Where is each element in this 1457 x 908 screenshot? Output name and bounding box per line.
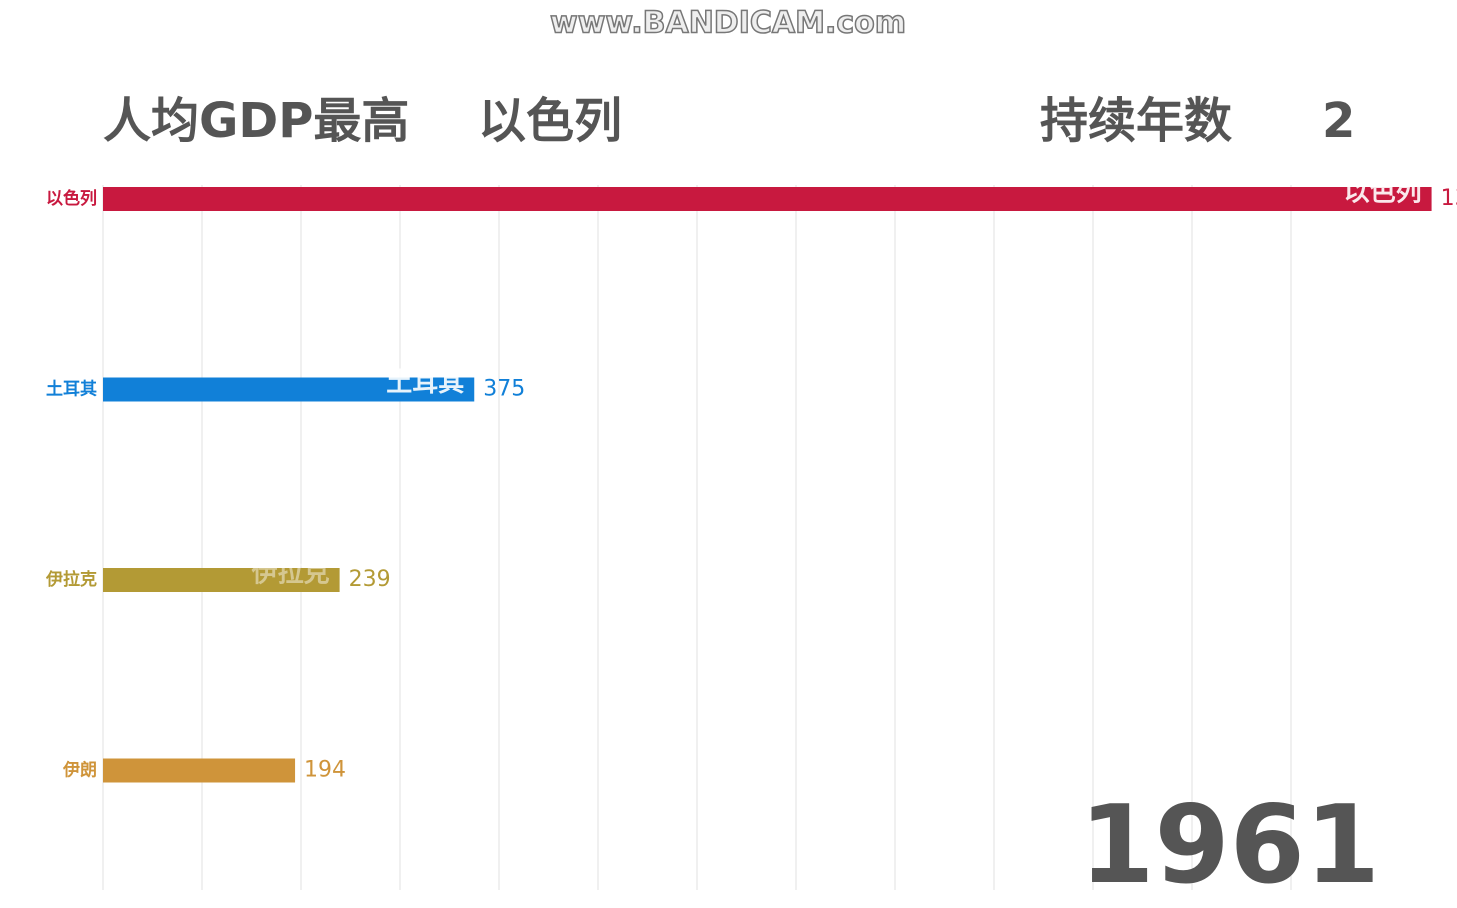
bar-inner-label: 伊拉克 [251, 558, 330, 589]
value-label: 239 [349, 567, 391, 592]
category-label: 伊拉克 [45, 569, 97, 590]
bar [103, 187, 1432, 211]
year: 1961 [1079, 783, 1380, 908]
category-label: 以色列 [46, 188, 97, 209]
chart-title: 人均GDP最高 [103, 93, 409, 149]
bar-inner-label: 以色列 [1344, 177, 1422, 208]
bar-inner-label: 土耳其 [386, 368, 464, 398]
value-label: 1342 [1441, 186, 1457, 211]
bar [103, 377, 475, 402]
category-label: 土耳其 [46, 379, 97, 400]
watermark: www.BANDICAM.com [550, 6, 906, 41]
value-label: 194 [304, 758, 346, 783]
duration: 2 [1322, 93, 1355, 149]
category-label: 伊朗 [62, 760, 97, 781]
value-label: 375 [483, 377, 525, 402]
bar [103, 758, 296, 783]
bar [103, 568, 340, 592]
duration-label: 持续年数 [1040, 93, 1232, 149]
leader: 以色列 [478, 93, 622, 149]
